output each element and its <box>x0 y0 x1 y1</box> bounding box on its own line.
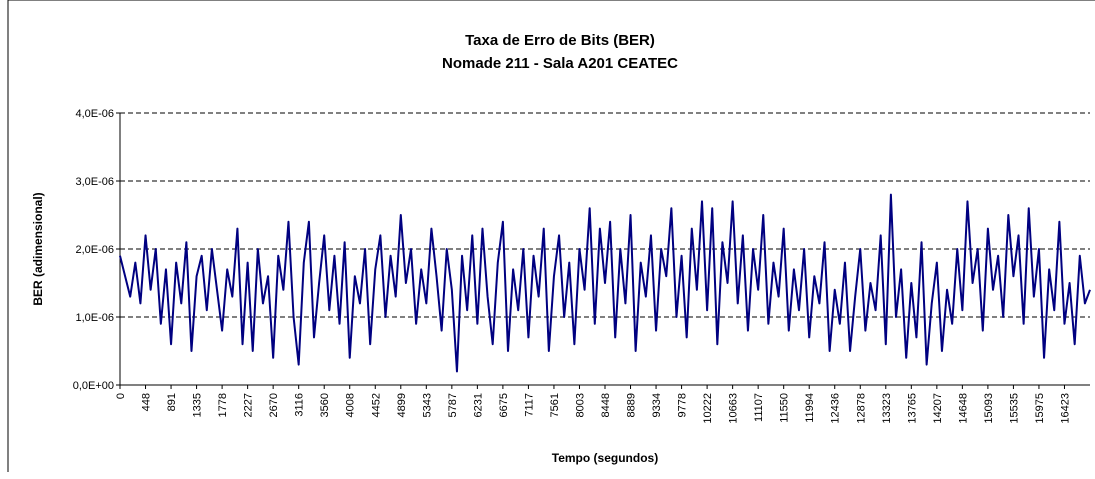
x-tick-label: 16423 <box>1059 393 1071 424</box>
y-tick-label: 1,0E-06 <box>75 312 114 324</box>
x-tick-label: 2227 <box>243 393 255 417</box>
x-tick-label: 14207 <box>932 393 944 424</box>
x-tick-label: 11107 <box>753 393 765 422</box>
x-tick-label: 8448 <box>600 393 612 417</box>
x-tick-label: 4452 <box>370 393 382 417</box>
data-line <box>119 193 1091 373</box>
x-tick-label: 8003 <box>574 393 586 417</box>
y-tick-label: 4,0E-06 <box>75 108 114 120</box>
x-tick-label: 4008 <box>345 393 357 417</box>
x-tick-label: 10222 <box>702 393 714 424</box>
x-tick-label: 7117 <box>523 393 535 417</box>
x-tick-label: 2670 <box>268 393 280 417</box>
x-tick-label: 6231 <box>472 393 484 417</box>
x-tick-label: 7561 <box>549 393 561 417</box>
x-tick-label: 4899 <box>396 393 408 417</box>
x-tick-label: 12878 <box>855 393 867 424</box>
x-tick-label: 1335 <box>192 393 204 417</box>
chart-subtitle: Nomade 211 - Sala A201 CEATEC <box>442 55 678 72</box>
x-tick-label: 6675 <box>498 393 510 417</box>
y-tick-label: 3,0E-06 <box>75 176 114 188</box>
x-axis-title: Tempo (segundos) <box>552 451 658 465</box>
x-tick-label: 13323 <box>881 393 893 424</box>
frame <box>7 0 1095 472</box>
x-tick-label: 891 <box>166 393 178 411</box>
x-tick-label: 10663 <box>728 393 740 424</box>
y-axis-title: BER (adimensional) <box>31 192 45 305</box>
x-tick-label: 9778 <box>677 393 689 417</box>
x-tick-label: 1778 <box>217 393 229 417</box>
x-tick-label: 15093 <box>983 393 995 424</box>
x-tick-label: 11550 <box>779 393 791 423</box>
x-tick-label: 8889 <box>626 393 638 417</box>
x-tick-label: 11994 <box>804 393 816 423</box>
x-tick-label: 9334 <box>651 393 663 417</box>
x-tick-label: 15975 <box>1034 393 1046 424</box>
x-tick-label: 0 <box>115 393 127 399</box>
x-tick-label: 3560 <box>319 393 331 417</box>
x-tick-label: 448 <box>141 393 153 411</box>
x-tick-label: 14648 <box>957 393 969 424</box>
x-tick-label: 3116 <box>294 393 306 417</box>
y-tick-label: 0,0E+00 <box>73 380 114 392</box>
x-tick-label: 5787 <box>447 393 459 417</box>
x-tick-label: 13765 <box>906 393 918 424</box>
x-tick-label: 5343 <box>421 393 433 417</box>
x-tick-label: 15535 <box>1008 393 1020 424</box>
y-tick-label: 2,0E-06 <box>75 244 114 256</box>
x-tick-label: 12436 <box>830 393 842 424</box>
chart-title: Taxa de Erro de Bits (BER) <box>465 32 655 49</box>
